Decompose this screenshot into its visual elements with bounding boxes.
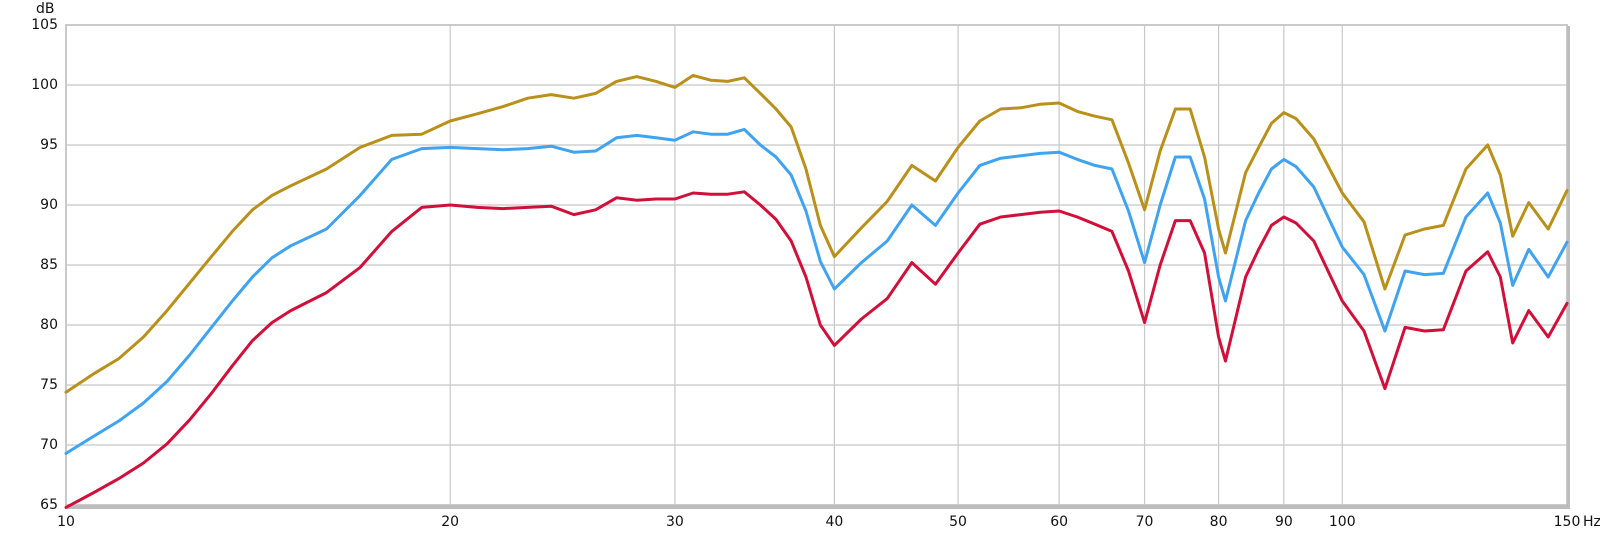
y-tick-label: 100 <box>31 77 58 93</box>
y-tick-label: 105 <box>31 17 58 33</box>
x-tick-label: 70 <box>1136 514 1154 530</box>
x-axis-label: Hz <box>1583 514 1600 530</box>
x-tick-label: 40 <box>825 514 843 530</box>
y-tick-label: 75 <box>40 377 58 393</box>
labels: dB 65 70 75 80 85 90 95 100 105 10 20 30 40 50 60 70 80 9… <box>31 1 1600 530</box>
series-line <box>64 190 1569 509</box>
y-tick-label: 80 <box>40 317 58 333</box>
x-tick-label: 90 <box>1275 514 1293 530</box>
series-line <box>64 127 1569 455</box>
x-tick-label: 20 <box>441 514 459 530</box>
y-axis-label: dB <box>36 1 55 17</box>
y-tick-label: 90 <box>40 197 58 213</box>
series-line <box>64 73 1569 394</box>
x-tick-label: 100 <box>1329 514 1356 530</box>
lines <box>64 73 1569 509</box>
x-tick-label: 50 <box>949 514 967 530</box>
x-tick-label: 80 <box>1210 514 1228 530</box>
x-tick-label: 150 <box>1554 514 1581 530</box>
x-tick-label: 60 <box>1050 514 1068 530</box>
x-tick-label: 30 <box>666 514 684 530</box>
y-tick-label: 95 <box>40 137 58 153</box>
y-tick-label: 85 <box>40 257 58 273</box>
y-tick-label: 70 <box>40 437 58 453</box>
y-tick-label: 65 <box>40 497 58 513</box>
x-tick-label: 10 <box>57 514 75 530</box>
